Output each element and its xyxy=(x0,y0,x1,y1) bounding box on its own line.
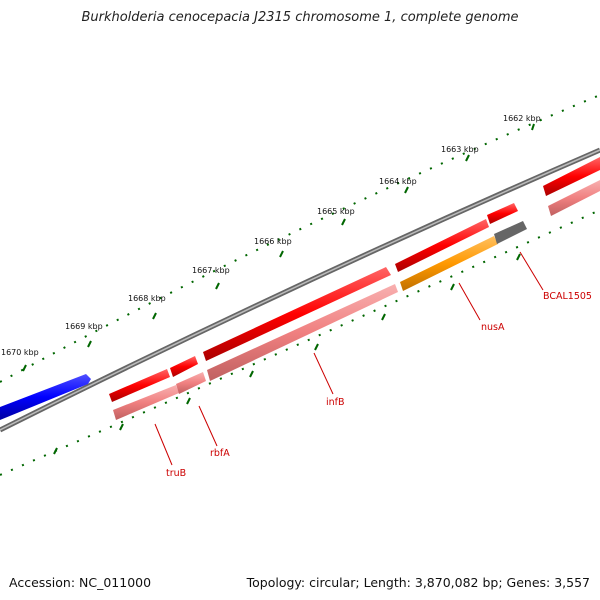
gene-infb[interactable] xyxy=(207,284,398,381)
accession-text: Accession: NC_011000 xyxy=(9,575,152,590)
gene-label-bcal1505: BCAL1505 xyxy=(543,291,592,302)
gene-bcal1505-forward[interactable] xyxy=(487,203,518,224)
gene-label-rbfa: rbfA xyxy=(210,448,230,459)
gene-label-trub: truB xyxy=(166,468,186,479)
gene-right-edge[interactable] xyxy=(548,180,600,216)
tick-label-1669: 1669 kbp xyxy=(65,322,103,331)
summary-text: Topology: circular; Length: 3,870,082 bp… xyxy=(246,575,590,590)
genome-backbone xyxy=(0,147,600,433)
gene-bcal1505[interactable] xyxy=(494,221,527,244)
gene-rbfa[interactable] xyxy=(176,372,206,394)
inner-major-ticks xyxy=(53,253,521,455)
outer-ruler xyxy=(0,94,600,383)
gene-infb-forward[interactable] xyxy=(203,267,391,361)
tick-label-1664: 1664 kbp xyxy=(379,177,417,186)
tick-label-1665: 1665 kbp xyxy=(317,207,355,216)
outer-major-ticks xyxy=(22,123,535,372)
gene-right-edge-forward[interactable] xyxy=(543,157,600,196)
gene-trub-forward[interactable] xyxy=(109,369,170,402)
gene-blue[interactable] xyxy=(0,374,91,420)
gene-trub[interactable] xyxy=(113,385,179,420)
gene-label-infb: infB xyxy=(326,397,345,408)
tick-label-1668: 1668 kbp xyxy=(128,294,166,303)
tick-label-1662: 1662 kbp xyxy=(503,114,541,123)
tick-label-1670: 1670 kbp xyxy=(1,348,39,357)
gene-label-nusa: nusA xyxy=(481,322,505,333)
tick-label-1667: 1667 kbp xyxy=(192,266,230,275)
tick-label-1663: 1663 kbp xyxy=(441,145,479,154)
map-title: Burkholderia cenocepacia J2315 chromosom… xyxy=(81,10,519,25)
gene-nusa-forward[interactable] xyxy=(395,219,489,272)
gene-nusa[interactable] xyxy=(400,236,498,291)
tick-label-1666: 1666 kbp xyxy=(254,237,292,246)
label-leaders xyxy=(154,251,544,466)
gene-rbfa-forward[interactable] xyxy=(170,356,198,377)
